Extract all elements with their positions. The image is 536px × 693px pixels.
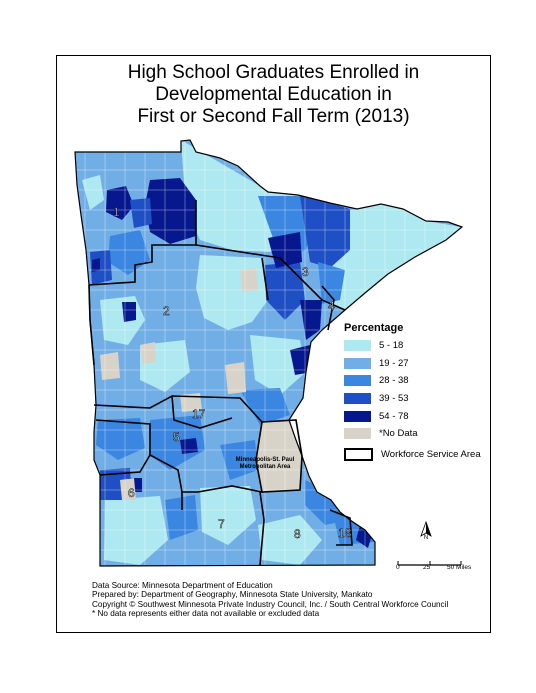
legend-label: 54 - 78 [379, 410, 409, 422]
legend-swatch [344, 340, 371, 352]
region-label-1: 1 [113, 205, 120, 219]
metro-label-line-2: Metropolitan Area [239, 464, 291, 470]
region-label-6: 6 [128, 486, 135, 500]
region-label-4: 4 [328, 299, 335, 313]
map-title: High School Graduates Enrolled in Develo… [56, 62, 491, 128]
workforce-area-boundaries [88, 200, 353, 566]
north-label: N [416, 522, 436, 548]
no-data-note: * No data represents either data not ava… [92, 609, 320, 619]
county-shading [75, 140, 462, 566]
legend-swatch [344, 410, 371, 422]
title-line-3: First or Second Fall Term (2013) [137, 106, 410, 127]
north-arrow-icon [420, 520, 432, 537]
legend-label: *No Data [379, 428, 418, 440]
region-label-18: 18 [338, 526, 352, 540]
legend-swatch [344, 428, 371, 440]
region-labels: 1 2 3 4 5 6 7 8 17 18 [113, 205, 352, 542]
region-label-7: 7 [218, 517, 225, 531]
legend-boundary-swatch [344, 447, 373, 461]
legend-swatch [344, 357, 371, 369]
legend-label: 39 - 53 [379, 393, 409, 405]
data-source-note: Data Source: Minnesota Department of Edu… [92, 581, 273, 590]
legend-label: 19 - 27 [379, 357, 409, 369]
legend-label: 28 - 38 [379, 375, 409, 387]
prepared-by-note: Prepared by: Department of Geography, Mi… [92, 590, 373, 600]
legend-item: 39 - 53 [344, 390, 481, 408]
legend-item: 54 - 78 [344, 407, 481, 425]
scale-bar [397, 561, 462, 566]
title-line-1: High School Graduates Enrolled in [127, 62, 420, 83]
legend-title: Percentage [344, 322, 404, 334]
legend-item: *No Data [344, 425, 481, 443]
legend-boundary-item: Workforce Service Area [344, 446, 481, 464]
scale-tick-50: 50 Miles [447, 564, 472, 571]
region-label-5: 5 [173, 430, 180, 444]
scale-tick-25: 25 [423, 564, 431, 571]
scale-labels: 0 25 50 Miles [396, 555, 471, 575]
legend-item: 19 - 27 [344, 355, 481, 373]
legend-item: 28 - 38 [344, 372, 481, 390]
metro-label-line-1: Minneapolis-St. Paul [235, 457, 295, 463]
legend-label: 5 - 18 [379, 340, 404, 352]
north-letter: N [423, 535, 429, 541]
legend-swatch [344, 375, 371, 387]
scale-tick-0: 0 [396, 564, 400, 571]
title-line-2: Developmental Education in [155, 84, 392, 105]
region-label-17: 17 [192, 407, 206, 421]
region-label-8: 8 [294, 527, 301, 541]
legend-item: 5 - 18 [344, 337, 481, 355]
region-label-2: 2 [163, 304, 170, 318]
map-legend: Percentage 5 - 18 19 - 27 28 - 38 39 - 5… [344, 322, 481, 463]
legend-swatch [344, 393, 371, 405]
metro-area-label: Minneapolis-St. Paul Metropolitan Area [232, 457, 298, 471]
legend-boundary-label: Workforce Service Area [381, 448, 481, 460]
map-notes: Data Source: Minnesota Department of Edu… [92, 581, 448, 619]
region-label-3: 3 [302, 265, 309, 279]
copyright-note: Copyright © Southwest Minnesota Private … [92, 599, 449, 609]
